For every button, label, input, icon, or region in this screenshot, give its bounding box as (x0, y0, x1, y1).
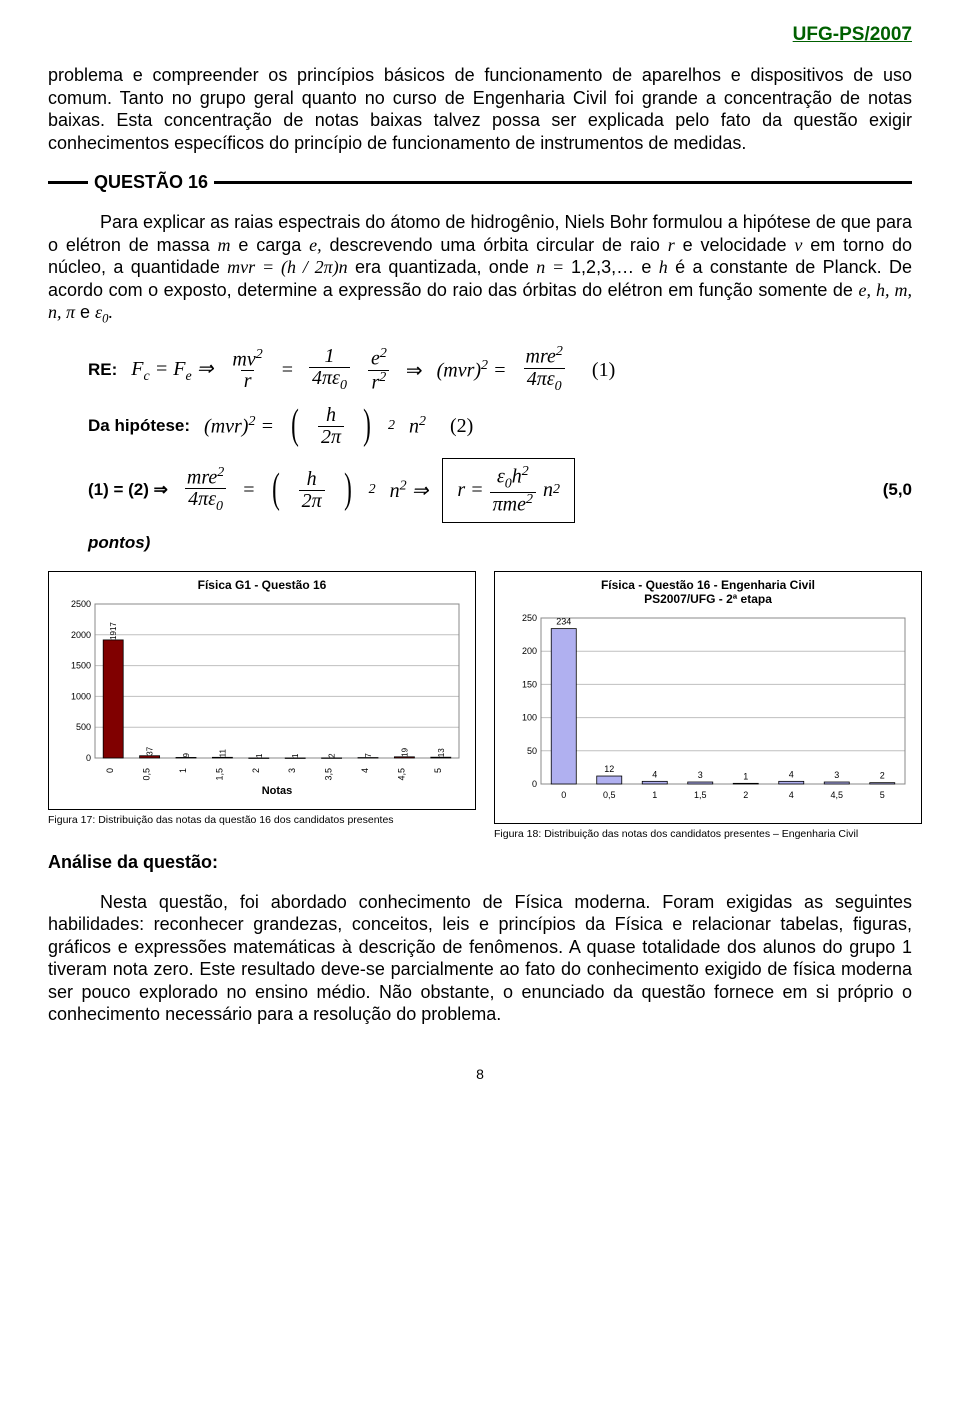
eq2-tag: (2) (450, 415, 473, 438)
svg-text:7: 7 (364, 752, 373, 757)
svg-text:1000: 1000 (71, 691, 91, 701)
score-label: (5,0 (883, 480, 912, 500)
svg-text:0,5: 0,5 (142, 768, 152, 781)
svg-text:1500: 1500 (71, 660, 91, 670)
svg-text:4: 4 (360, 768, 370, 773)
equation-re: RE: Fc = Fe ⇒ mv2r = 14πε0 e2r2 ⇒ (mvr)2… (88, 345, 912, 394)
svg-text:1: 1 (743, 771, 748, 781)
pontos-label: pontos) (88, 533, 912, 553)
eq12-label: (1) = (2) ⇒ (88, 480, 168, 500)
svg-text:2: 2 (880, 770, 885, 780)
page: UFG-PS/2007 problema e compreender os pr… (24, 0, 936, 1417)
svg-text:Notas: Notas (262, 785, 293, 797)
svg-text:37: 37 (146, 746, 155, 755)
svg-text:0: 0 (105, 768, 115, 773)
svg-text:4,5: 4,5 (830, 790, 843, 800)
svg-text:1,5: 1,5 (694, 790, 707, 800)
chart1-title: Física G1 - Questão 16 (57, 578, 467, 592)
svg-text:19: 19 (400, 747, 409, 756)
svg-text:1: 1 (652, 790, 657, 800)
svg-text:9: 9 (182, 752, 191, 757)
svg-text:1: 1 (255, 753, 264, 758)
svg-text:2500: 2500 (71, 599, 91, 609)
re-label: RE: (88, 360, 117, 380)
svg-text:4: 4 (789, 769, 794, 779)
svg-text:3: 3 (287, 768, 297, 773)
svg-text:2: 2 (743, 790, 748, 800)
page-number: 8 (48, 1066, 912, 1082)
svg-text:2: 2 (328, 753, 337, 758)
svg-text:2000: 2000 (71, 629, 91, 639)
svg-text:1917: 1917 (109, 621, 118, 639)
svg-text:0: 0 (532, 779, 537, 789)
svg-text:200: 200 (522, 646, 537, 656)
charts-row: Física G1 - Questão 16 05001000150020002… (48, 571, 912, 840)
chart2-title: Física - Questão 16 - Engenharia Civil P… (503, 578, 913, 606)
question-heading-row: QUESTÃO 16 (48, 172, 912, 193)
svg-text:0: 0 (561, 790, 566, 800)
svg-text:3: 3 (834, 770, 839, 780)
chart1-svg: 0500100015002000250019170370,591111,5121… (57, 598, 467, 798)
svg-text:4: 4 (789, 790, 794, 800)
svg-text:5: 5 (880, 790, 885, 800)
equation-combined: (1) = (2) ⇒ mre24πε0 = ( h2π )2 n2 ⇒ r =… (88, 458, 912, 523)
analysis-heading: Análise da questão: (48, 852, 912, 873)
svg-text:250: 250 (522, 613, 537, 623)
svg-text:234: 234 (556, 616, 571, 626)
caption2: Figura 18: Distribuição das notas dos ca… (494, 828, 922, 840)
hip-label: Da hipótese: (88, 416, 190, 436)
svg-text:3,5: 3,5 (324, 768, 334, 781)
svg-text:5: 5 (433, 768, 443, 773)
svg-text:4: 4 (652, 769, 657, 779)
svg-text:4,5: 4,5 (396, 768, 406, 781)
equation-hipotese: Da hipótese: (mvr)2 = ( h2π )2 n2 (2) (88, 405, 912, 448)
q16-text: Para explicar as raias espectrais do áto… (48, 211, 912, 327)
chart1-box: Física G1 - Questão 16 0 500 1000 1500 2000 2… (48, 571, 476, 810)
svg-text:100: 100 (522, 712, 537, 722)
svg-text:50: 50 (527, 745, 537, 755)
question-heading: QUESTÃO 16 (88, 172, 214, 193)
rule-left (48, 181, 88, 184)
svg-text:1,5: 1,5 (214, 768, 224, 781)
svg-text:3: 3 (698, 770, 703, 780)
svg-text:13: 13 (437, 747, 446, 756)
chart2-svg: 0501001502002502340120,54131,5124434,525 (503, 612, 913, 812)
svg-text:12: 12 (604, 764, 614, 774)
svg-text:0,5: 0,5 (603, 790, 616, 800)
intro-paragraph: problema e compreender os princípios bás… (48, 64, 912, 154)
chart2-box: Física - Questão 16 - Engenharia Civil P… (494, 571, 922, 824)
analysis-text: Nesta questão, foi abordado conhecimento… (48, 891, 912, 1026)
svg-text:500: 500 (76, 722, 91, 732)
rule-right (214, 181, 912, 184)
caption1: Figura 17: Distribuição das notas da que… (48, 814, 476, 826)
svg-text:11: 11 (218, 748, 227, 757)
svg-text:1: 1 (178, 768, 188, 773)
boxed-result: r = ε0h2πme2 n2 (442, 458, 575, 523)
svg-text:1: 1 (291, 753, 300, 758)
header-tag: UFG-PS/2007 (48, 24, 912, 46)
svg-text:0: 0 (86, 753, 91, 763)
svg-text:2: 2 (251, 768, 261, 773)
svg-text:150: 150 (522, 679, 537, 689)
eq1-tag: (1) (592, 359, 615, 382)
